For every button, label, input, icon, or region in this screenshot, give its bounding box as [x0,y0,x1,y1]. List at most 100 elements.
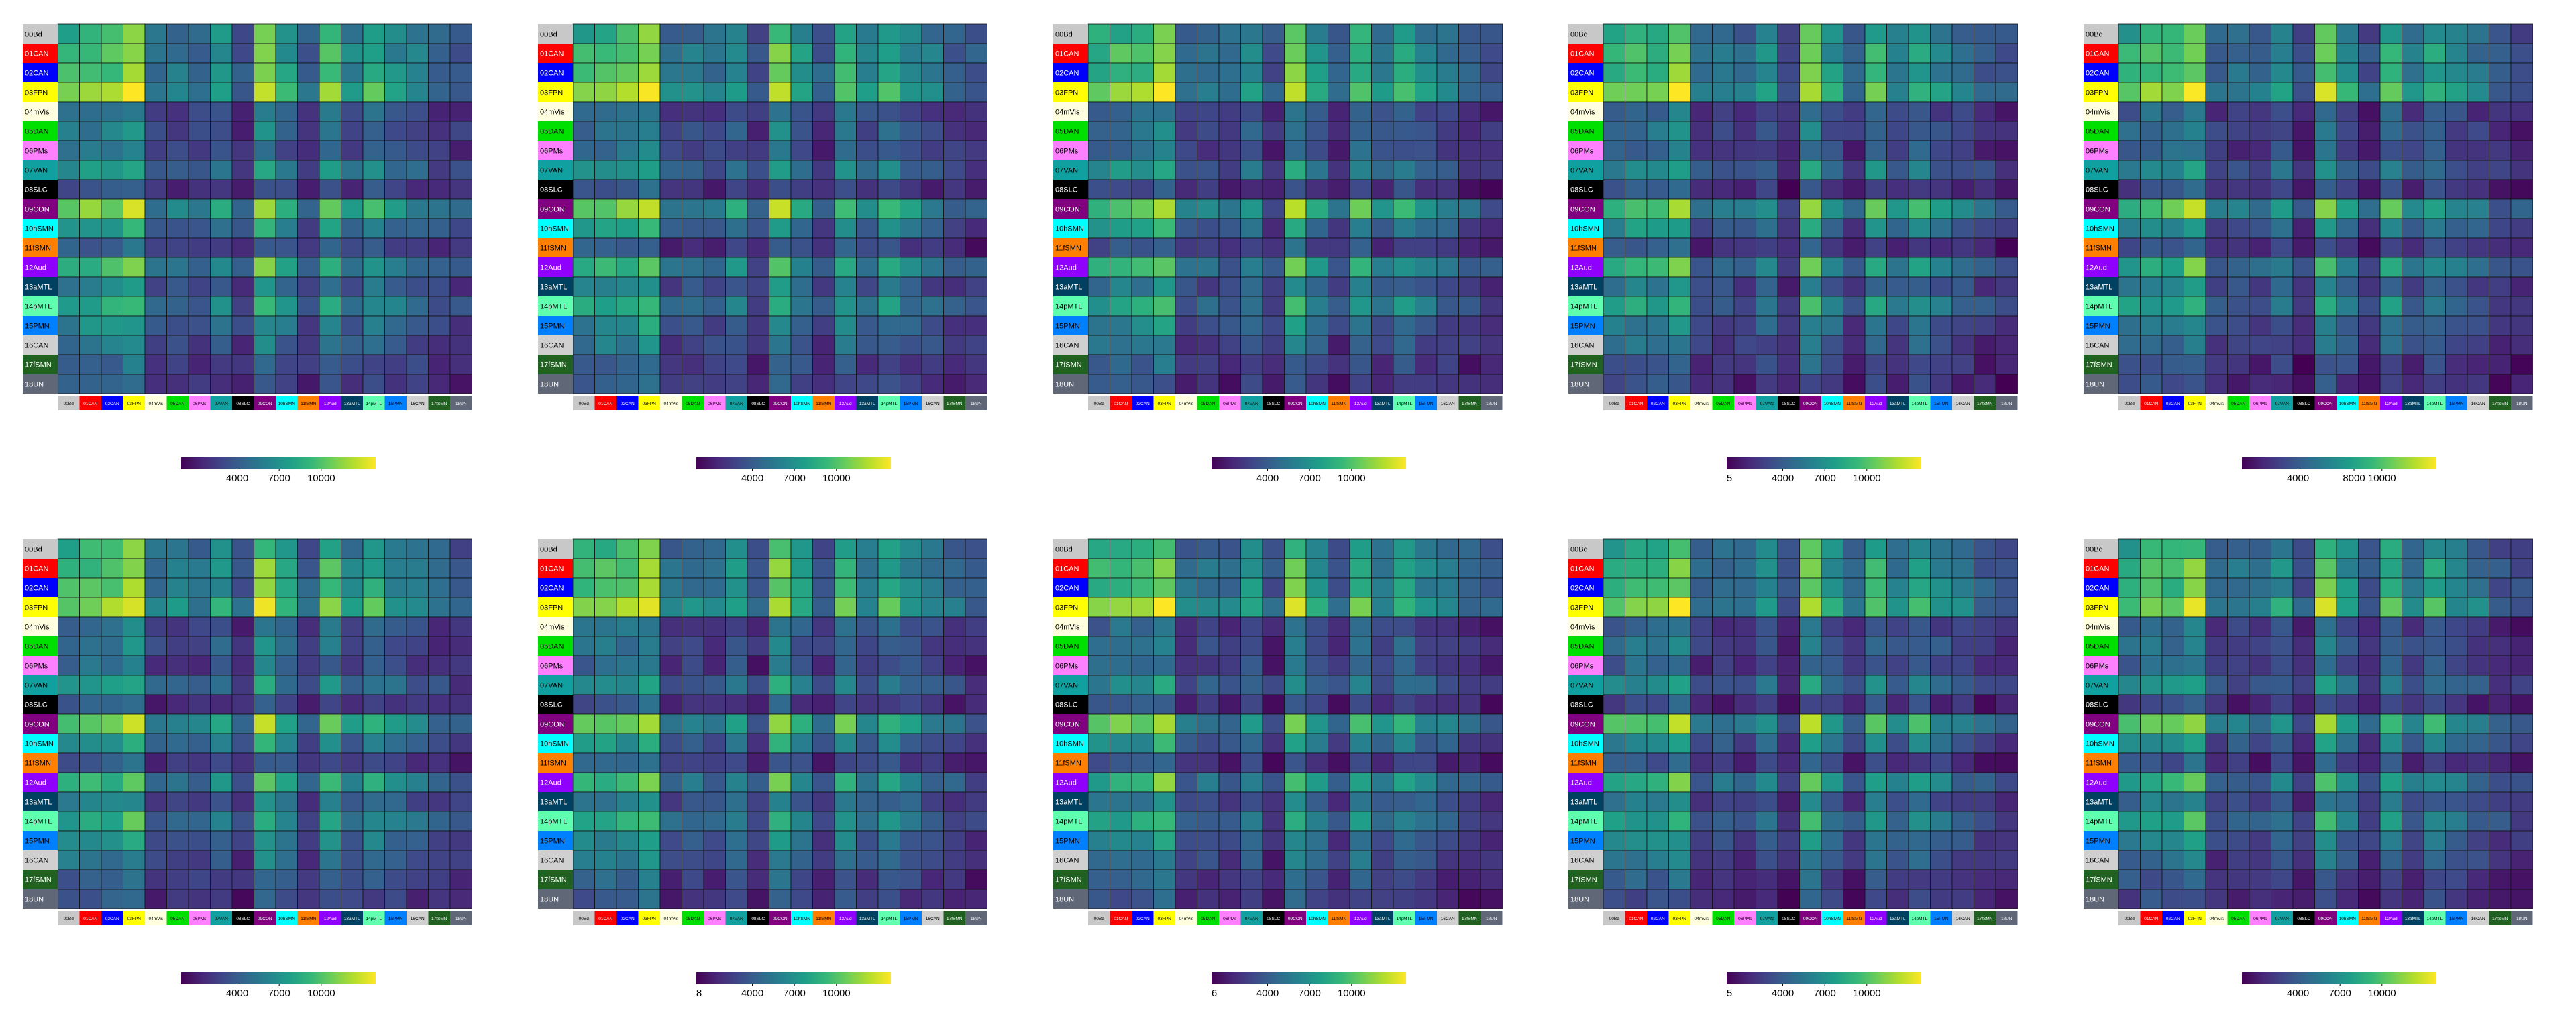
heatmap-cell [123,257,146,278]
heatmap-cell [2249,374,2271,394]
heatmap-cell [659,811,682,832]
heatmap-cell [2379,694,2402,715]
heatmap-cell [2184,335,2206,355]
heatmap-cell [1371,354,1394,375]
heatmap-cell [834,675,857,695]
heatmap-cell [210,237,233,258]
row-tick-label: 07VAN [1570,167,1593,175]
heatmap-cell [856,237,879,258]
heatmap-cell [1218,101,1241,122]
heatmap-cell [638,62,661,83]
heatmap-cell [210,140,233,161]
row-tick-label: 01CAN [540,565,564,573]
heatmap-cell [57,140,80,161]
heatmap-cell [1371,733,1394,754]
heatmap-cell [921,140,944,161]
heatmap-cell [2510,101,2533,122]
heatmap-cell [1328,713,1350,734]
heatmap-cell [2249,538,2271,559]
heatmap-cell [2379,335,2402,355]
heatmap-cell [1995,850,2018,870]
heatmap-cell [1756,655,1778,676]
heatmap-cell [1262,616,1285,637]
heatmap-cell [384,101,407,122]
row-tick-label: 16CAN [1570,342,1595,350]
heatmap-cell [2379,140,2402,161]
heatmap-cell [877,655,900,676]
heatmap-cell [231,43,254,64]
heatmap-cell [2358,140,2381,161]
heatmap-cell [1712,335,1735,355]
heatmap-cell [769,276,792,297]
heatmap-cell [1240,558,1263,579]
heatmap-cell [572,830,595,851]
heatmap-cell [1712,655,1735,676]
heatmap-cell [1777,538,1800,559]
heatmap-cell [1087,636,1110,656]
heatmap-cell [747,772,769,793]
heatmap-cell [2205,237,2228,258]
heatmap-cell [1756,830,1778,851]
heatmap-cell [144,675,167,695]
heatmap-cell [1886,179,1909,200]
heatmap-cell [1821,830,1843,851]
col-tick-label: 11fSMN [2361,917,2377,921]
heatmap-cell [877,198,900,219]
heatmap-cell [965,101,987,122]
heatmap-cell [572,791,595,812]
heatmap-cell [2161,538,2184,559]
heatmap-cell [2314,315,2337,336]
heatmap-cell [725,101,748,122]
col-tick-label: 13aMTL [1890,402,1906,406]
heatmap-cell [1218,179,1241,200]
row-label-swatch [538,792,573,811]
heatmap-cell [1908,558,1931,579]
heatmap-cell [2161,82,2184,103]
heatmap-cell [2336,577,2359,598]
heatmap-cell [2314,675,2337,695]
heatmap-cell [123,43,146,64]
heatmap-cell [1886,82,1909,103]
heatmap-cell [1415,791,1438,812]
heatmap-cell [900,811,922,832]
heatmap-cell [2336,713,2359,734]
col-tick-label: 08SLC [2297,402,2310,406]
heatmap-cell [2336,101,2359,122]
heatmap-cell [790,43,813,64]
heatmap-cell [1821,733,1843,754]
heatmap-cell [428,791,451,812]
heatmap-cell [1436,636,1459,656]
heatmap-cell [254,296,276,317]
heatmap-cell [144,160,167,180]
heatmap-cell [1843,636,1866,656]
heatmap-cell [1458,850,1481,870]
col-label-swatch [297,911,319,925]
heatmap-cell [616,276,639,297]
col-label-swatch [276,911,298,925]
heatmap-cell [144,655,167,676]
heatmap-cell [921,296,944,317]
heatmap-cell [1393,237,1415,258]
heatmap-cell [231,218,254,239]
heatmap-cell [362,830,385,851]
heatmap-cell [231,82,254,103]
heatmap-cell [319,82,341,103]
col-label-swatch [1734,911,1756,925]
heatmap-cell [2336,82,2359,103]
heatmap-cell [2161,296,2184,317]
col-tick-label: 18UN [971,402,982,406]
heatmap-cell [188,179,211,200]
heatmap-cell [877,276,900,297]
heatmap-cell [254,140,276,161]
heatmap-cell [1690,889,1713,909]
heatmap-cell [1240,140,1263,161]
heatmap-cell [1908,374,1931,394]
row-tick-label: 14pMTL [1570,818,1597,826]
heatmap-cell [210,82,233,103]
col-label-swatch [1328,911,1350,925]
col-tick-label: 18UN [2516,402,2528,406]
heatmap-cell [2336,636,2359,656]
col-tick-label: 16CAN [1956,917,1970,921]
row-label-swatch [2084,238,2118,258]
heatmap-cell [572,889,595,909]
